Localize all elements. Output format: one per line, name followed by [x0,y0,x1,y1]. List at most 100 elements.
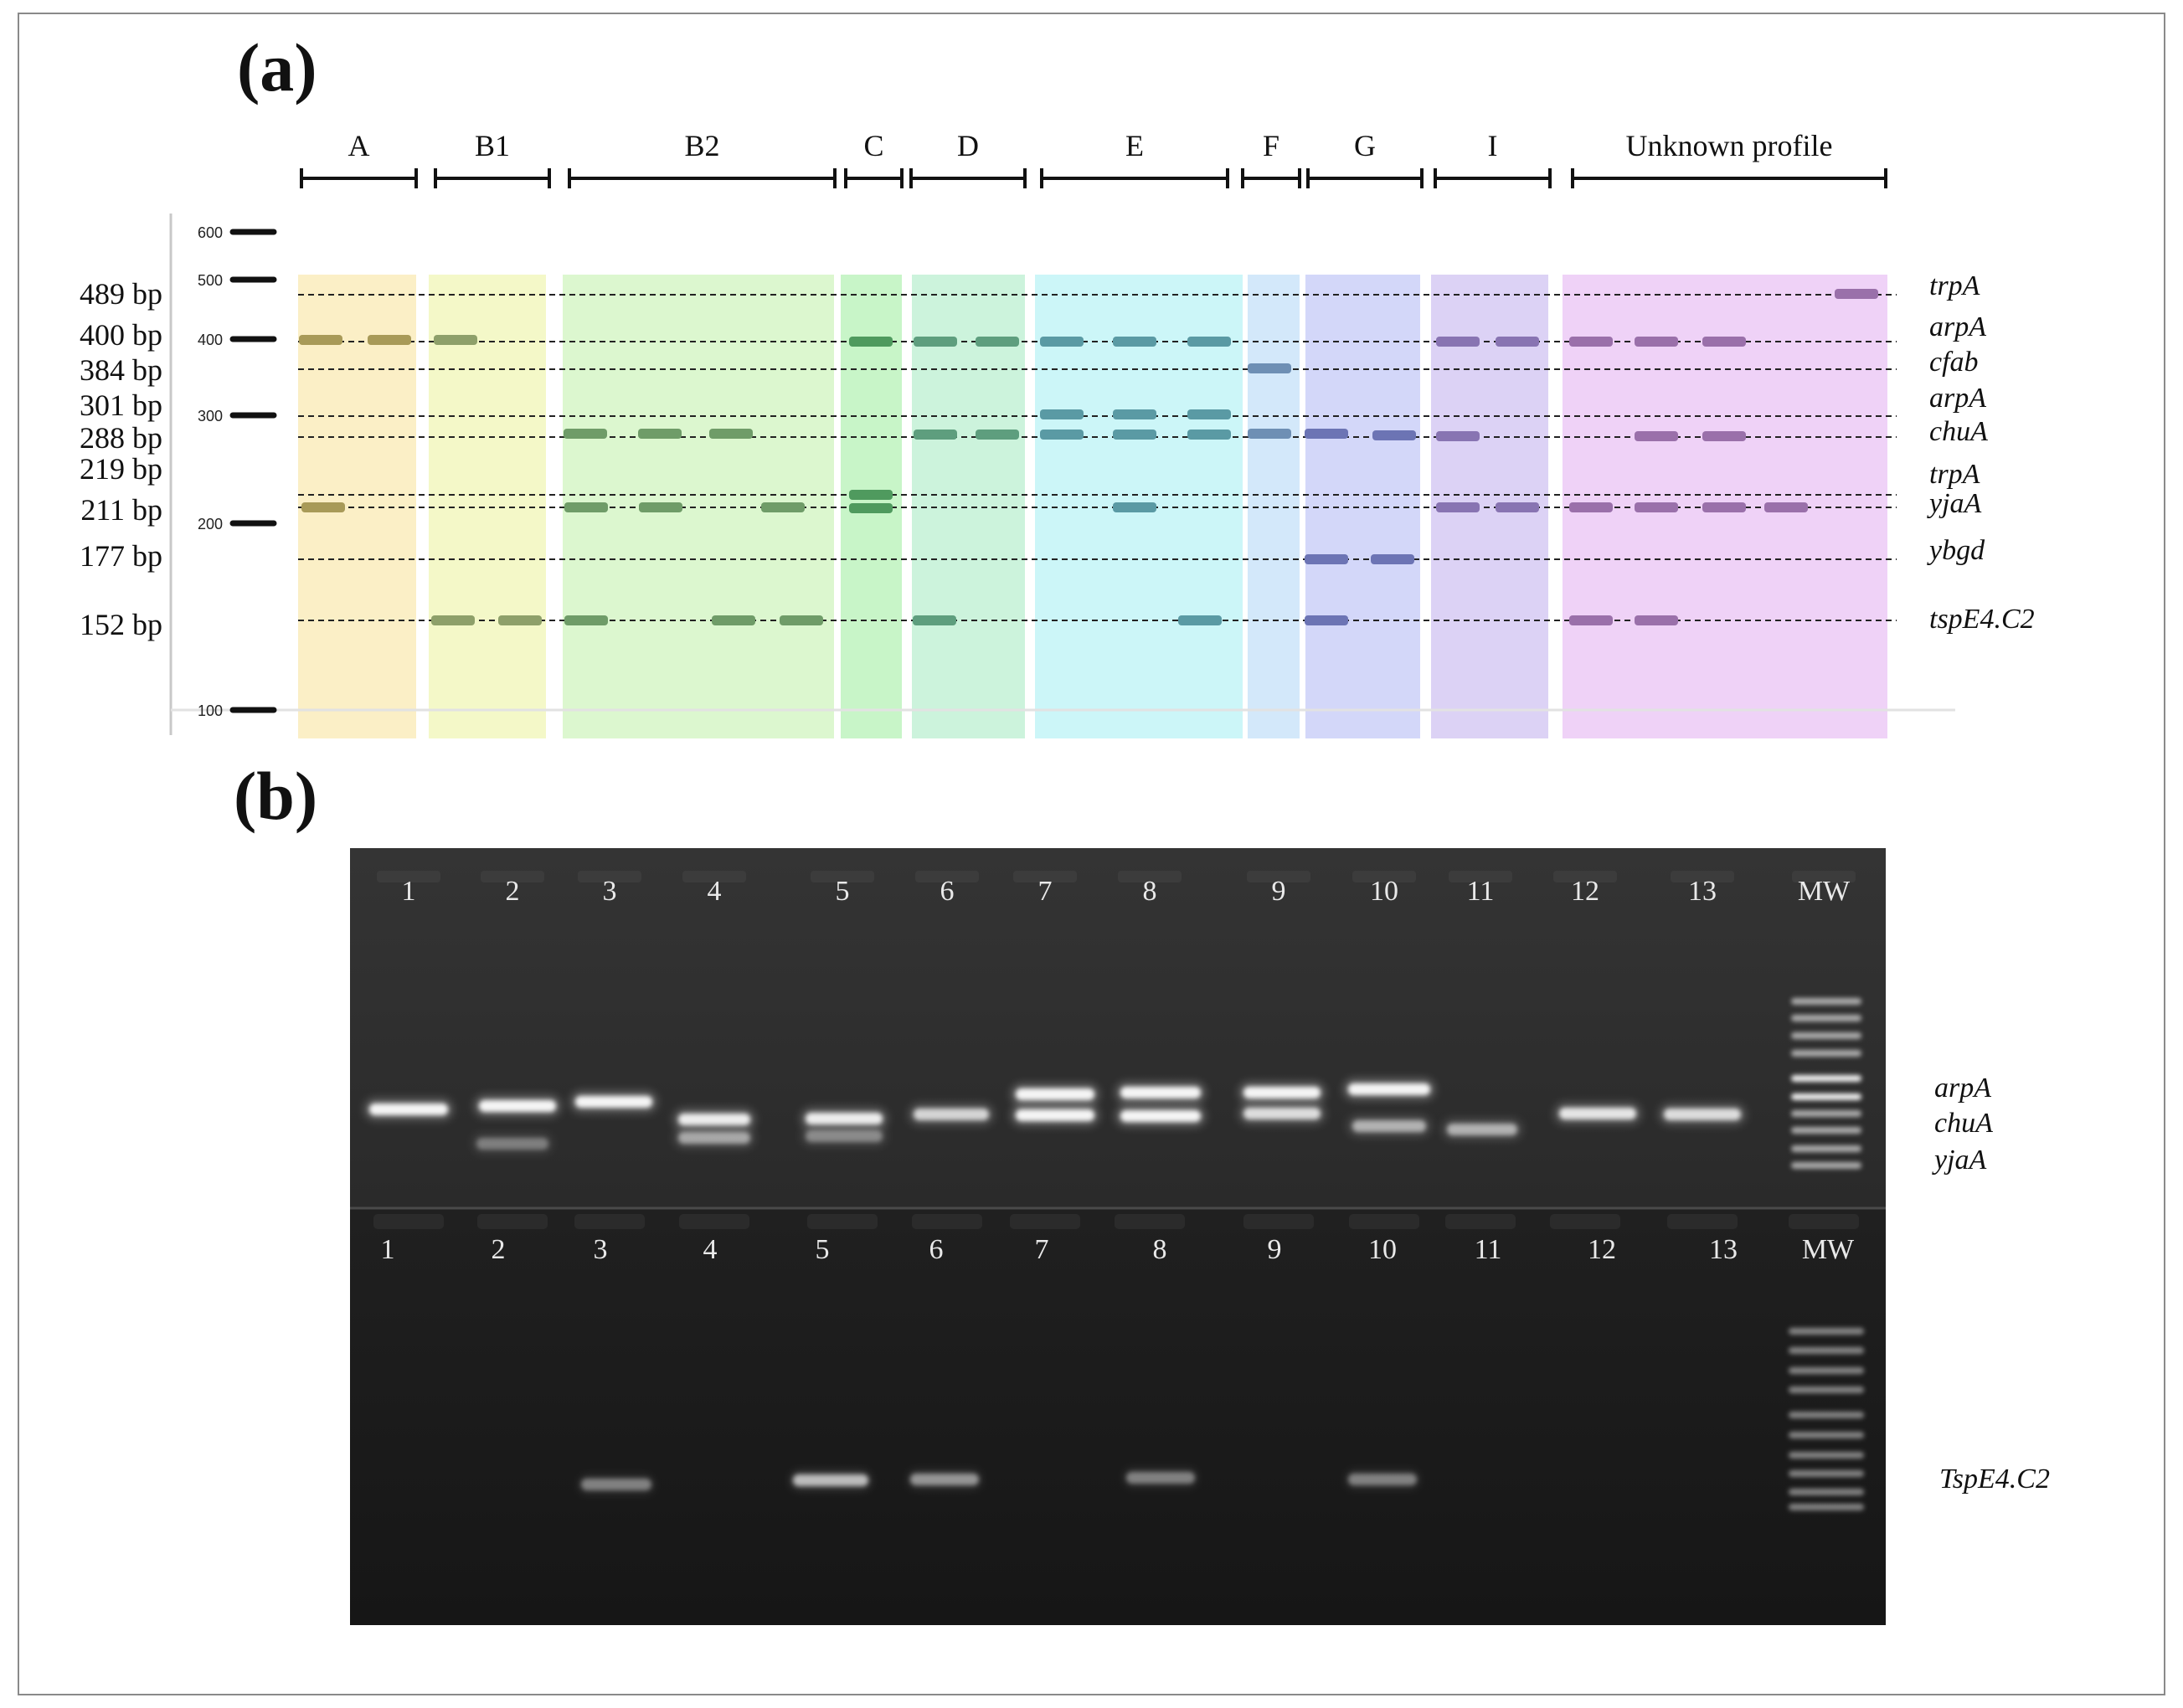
figure-border [18,13,2165,1695]
gel-well [679,1214,749,1229]
schematic-band [913,615,956,625]
schematic-band [639,502,682,512]
lane-label-top-5: 5 [836,876,850,907]
size-label: 400 bp [80,318,162,352]
ladder-label: 100 [198,702,223,719]
schematic-band [434,335,477,345]
schematic-band [761,502,805,512]
group-label-b2: B2 [684,129,719,162]
schematic-band [1040,409,1084,419]
lane-label-bottom-10: 10 [1368,1234,1397,1265]
group-label-d: D [957,129,979,162]
gene-label-yjaa: yjaA [1932,1145,1987,1176]
lane-label-bottom-13: 13 [1709,1234,1738,1265]
schematic-band [1178,615,1222,625]
gel-well [1550,1214,1620,1229]
bottom-gel-bands [578,1328,1864,1510]
gene-label-arpa: arpA [1929,383,1986,414]
lane-label-top-1: 1 [402,876,416,907]
size-label: 489 bp [80,277,162,311]
group-label-f: F [1263,129,1279,162]
panel-a-label: (a) [237,29,317,105]
mw-band [1791,1015,1861,1021]
mw-band [1789,1347,1864,1354]
lane-label-bottom-7: 7 [1035,1234,1049,1265]
lane-label-top-6: 6 [940,876,955,907]
gene-label-cfab: cfab [1929,347,1979,378]
ladder-label: 500 [198,272,223,289]
schematic-band [914,337,957,347]
lane-label-bottom-2: 2 [492,1234,506,1265]
size-label: 384 bp [80,353,162,387]
gel-well [1013,871,1077,882]
gel-band [678,1114,750,1125]
schematic-band [1569,615,1613,625]
schematic-band [1496,337,1539,347]
gel-band [910,1474,979,1485]
gel-band [678,1132,750,1144]
group-label-unknown-profile: Unknown profile [1626,129,1833,162]
schematic-band [780,615,823,625]
schematic-band [1305,615,1348,625]
schematic-band [498,615,542,625]
panel-a: (a) A B1 B2 C D E F G I Unknown profile 600 500 400… [80,29,2035,738]
mw-band [1791,1127,1861,1134]
mw-band [1789,1489,1864,1495]
top-gel-bands [364,998,1861,1169]
top-wells [377,871,1856,882]
mw-band [1789,1470,1864,1477]
lane-label-top-12: 12 [1571,876,1599,907]
gel-band [914,1109,989,1120]
mw-band [1791,1032,1861,1039]
schematic-band [1764,502,1808,512]
gel-well [811,871,874,882]
schematic-band [914,430,957,440]
mw-band [1791,1162,1861,1169]
schematic-band [1187,430,1231,440]
group-label-i: I [1488,129,1498,162]
lane-label-top-2: 2 [506,876,520,907]
gel-well [578,871,641,882]
gel-band [476,1138,548,1150]
panel-b: (b) 1 2 3 4 5 6 7 8 9 10 11 12 13 MW 1 2 3 4 5 6 7 8 9 10 11 12 1… [234,758,2050,1625]
gel-well [1667,1214,1738,1229]
schematic-band [1702,337,1746,347]
gel-well [807,1214,878,1229]
lane-label-bottom-8: 8 [1153,1234,1167,1265]
schematic-band [1569,337,1613,347]
gel-band [1348,1474,1417,1485]
gel-well [1352,871,1416,882]
gel-well [1792,871,1856,882]
schematic-band [299,335,342,345]
gel-band [1447,1124,1517,1135]
gel-well [1243,1214,1314,1229]
gel-well [1247,871,1310,882]
schematic-band [849,503,893,513]
lane-label-bottom-1: 1 [381,1234,395,1265]
schematic-band [564,502,608,512]
gel-band [575,1096,652,1108]
reference-lines [298,294,1897,621]
lane-label-bottom-4: 4 [703,1234,718,1265]
lane-label-top-13: 13 [1688,876,1717,907]
gel-well [1449,871,1512,882]
gel-band [806,1130,883,1142]
gel-well [1115,1214,1185,1229]
schematic-band [1569,502,1613,512]
group-label-b1: B1 [475,129,510,162]
bottom-lane-labels: 1 2 3 4 5 6 7 8 9 10 11 12 13 MW [381,1234,1856,1265]
gene-label-trpa: trpA [1929,459,1980,490]
top-lane-labels: 1 2 3 4 5 6 7 8 9 10 11 12 13 MW [402,876,1851,907]
lane-label-bottom-mw: MW [1802,1234,1855,1265]
schematic-band [709,429,753,439]
gel-well [477,1214,548,1229]
group-label-c: C [863,129,883,162]
lane-label-bottom-9: 9 [1268,1234,1282,1265]
mw-band [1789,1412,1864,1418]
gel-well [574,1214,645,1229]
mw-band [1791,1110,1861,1117]
group-bg-b1 [429,275,546,738]
gel-band [1243,1087,1321,1098]
